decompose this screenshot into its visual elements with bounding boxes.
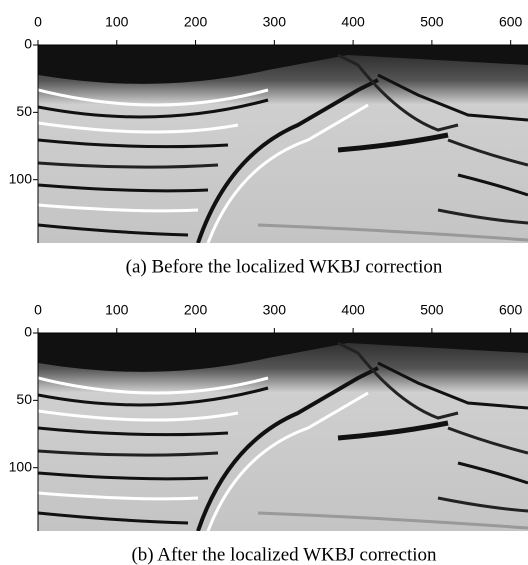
y-tick-label: 0 [24,324,32,340]
seismic-image [38,333,528,531]
caption: (b) After the localized WKBJ correction [131,544,437,565]
x-tick-label: 100 [105,14,129,30]
y-tick-label: 0 [24,36,32,52]
x-tick-label: 200 [184,302,208,318]
x-tick-label: 500 [420,302,444,318]
panel: 0 100 200 300 400 500 600 0 50 100 (b) After the l… [9,302,528,565]
x-tick-label: 200 [184,14,208,30]
x-tick-label: 600 [499,14,523,30]
x-tick-label: 300 [263,14,287,30]
x-tick-label: 400 [341,302,365,318]
y-tick-label: 50 [16,391,32,407]
x-tick-label: 500 [420,14,444,30]
caption: (a) Before the localized WKBJ correction [126,256,443,277]
x-tick-label: 0 [34,302,42,318]
y-tick-label: 100 [9,170,33,186]
panel: 0 100 200 300 400 500 600 0 50 100 (a) Before the … [9,14,528,277]
x-tick-label: 400 [341,14,365,30]
y-tick-label: 100 [9,458,33,474]
y-tick-label: 50 [16,103,32,119]
seismic-image [38,45,528,243]
x-tick-label: 600 [499,302,523,318]
x-tick-label: 300 [263,302,287,318]
x-tick-label: 0 [34,14,42,30]
x-tick-label: 100 [105,302,129,318]
